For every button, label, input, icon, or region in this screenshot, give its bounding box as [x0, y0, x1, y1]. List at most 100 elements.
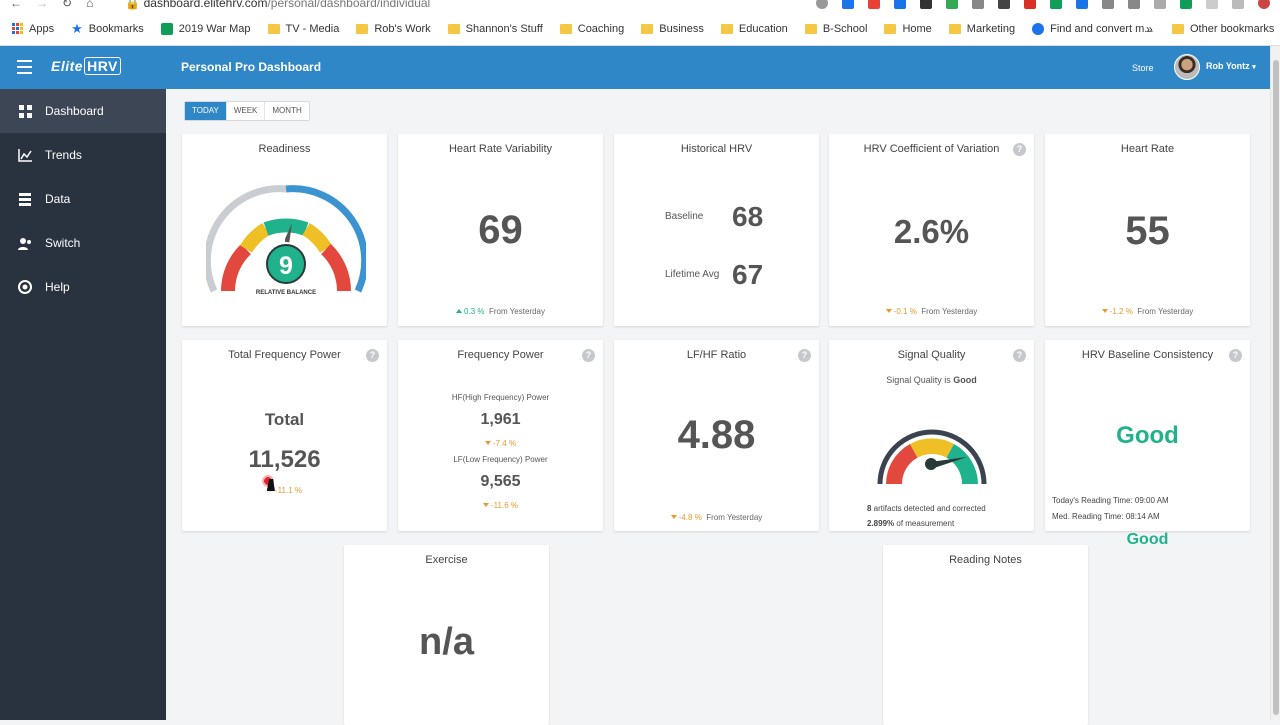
sidebar-item-label: Data — [45, 192, 71, 206]
trend-down-icon — [670, 515, 677, 519]
extension-icon[interactable] — [1206, 0, 1218, 9]
store-link[interactable]: Store — [1132, 63, 1154, 73]
baseline-consistency-card[interactable]: HRV Baseline Consistency ? Good Today's … — [1045, 340, 1250, 531]
help-icon[interactable]: ? — [1229, 349, 1242, 362]
other-bookmarks[interactable]: Other bookmarks — [1172, 23, 1274, 35]
extension-icon[interactable] — [1128, 0, 1140, 9]
bookmark-label: 2019 War Map — [178, 22, 251, 35]
help-icon[interactable]: ? — [1013, 143, 1026, 156]
page-scrollbar[interactable] — [1270, 46, 1280, 720]
forward-arrow-icon[interactable]: → — [36, 0, 48, 10]
sidebar-item-help[interactable]: Help — [0, 265, 166, 309]
bookmark-item[interactable]: Education — [720, 23, 788, 35]
sidebar-item-data[interactable]: Data — [0, 177, 166, 221]
card-title: Exercise — [425, 554, 468, 566]
reload-icon[interactable]: ↻ — [62, 0, 73, 10]
trend-up-icon — [456, 309, 463, 313]
user-avatar[interactable] — [1174, 54, 1200, 80]
signal-quality-card[interactable]: Signal Quality ? Signal Quality is Good … — [829, 340, 1034, 531]
card-title: Readiness — [258, 143, 311, 155]
frequency-power-card[interactable]: Frequency Power ? HF(High Frequency) Pow… — [398, 340, 603, 531]
help-icon[interactable]: ? — [798, 349, 811, 362]
hrv-card[interactable]: Heart Rate Variability 69 0.3 % From Yes… — [398, 134, 603, 326]
hrv-cov-card[interactable]: HRV Coefficient of Variation ? 2.6% -0.1… — [829, 134, 1034, 326]
readiness-card[interactable]: Readiness SYMPATHETIC PARASYMPATHETIC 9 … — [182, 134, 387, 326]
bookmark-star-icon[interactable] — [842, 0, 854, 9]
card-title: Signal Quality — [897, 349, 966, 361]
bookmark-label: Find and convert m... — [1050, 22, 1154, 35]
baseline-label: Baseline — [665, 211, 704, 222]
bookmark-item[interactable]: B-School — [804, 23, 867, 35]
heart-rate-card[interactable]: Heart Rate 55 -1.2 % From Yesterday — [1045, 134, 1250, 326]
change-pct: 0.3 % — [464, 307, 485, 316]
bookmark-item[interactable]: ★ Bookmarks — [71, 21, 144, 37]
bookmark-item[interactable]: Business — [641, 23, 704, 35]
sidebar-item-dashboard[interactable]: Dashboard — [0, 89, 166, 133]
zoom-icon[interactable] — [816, 0, 828, 9]
lf-hf-ratio-card[interactable]: LF/HF Ratio ? 4.88 -4.8 % From Yesterday — [614, 340, 819, 531]
bookmark-item[interactable]: Rob's Work — [356, 23, 431, 35]
extension-icon[interactable] — [1232, 0, 1244, 9]
readiness-gauge: SYMPATHETIC PARASYMPATHETIC 9 RELATIVE B… — [206, 185, 366, 296]
extension-icon[interactable] — [972, 0, 984, 9]
bookmark-item[interactable]: Marketing — [948, 23, 1015, 35]
bookmark-label: Business — [659, 22, 704, 35]
extension-icon[interactable] — [998, 0, 1010, 9]
user-menu[interactable]: Rob Yontz ▾ — [1206, 61, 1256, 71]
back-arrow-icon[interactable]: ← — [10, 0, 22, 10]
total-frequency-power-card[interactable]: Total Frequency Power ? Total 11,526 -11… — [182, 340, 387, 531]
reading-notes-card[interactable]: Reading Notes — [883, 545, 1088, 725]
sidebar-item-trends[interactable]: Trends — [0, 133, 166, 177]
lifetime-avg-value: 67 — [732, 259, 764, 290]
sidebar: Dashboard Trends Data Switch Help — [0, 89, 166, 720]
menu-hamburger-icon[interactable] — [17, 60, 32, 78]
extension-icon[interactable] — [1154, 0, 1166, 9]
lf-value: 9,565 — [480, 473, 521, 490]
help-lifebuoy-icon — [18, 280, 32, 294]
help-icon[interactable]: ? — [582, 349, 595, 362]
globe-icon — [1032, 22, 1045, 35]
range-week-button[interactable]: WEEK — [227, 102, 266, 120]
bookmark-item[interactable]: TV - Media — [267, 23, 339, 35]
home-icon[interactable]: ⌂ — [86, 0, 94, 10]
historical-hrv-card[interactable]: Historical HRV Baseline 68 Lifetime Avg … — [614, 134, 819, 326]
bookmark-item[interactable]: Apps — [12, 23, 54, 35]
trend-down-icon — [484, 441, 491, 445]
card-title: HRV Coefficient of Variation — [863, 143, 1000, 155]
trends-chart-icon — [18, 148, 32, 162]
hf-change: -7.4 % — [398, 439, 603, 448]
hf-value: 1,961 — [480, 411, 521, 428]
help-icon[interactable]: ? — [366, 349, 379, 362]
extension-icon[interactable] — [1102, 0, 1114, 9]
exercise-card[interactable]: Exercise n/a — [344, 545, 549, 725]
extension-icon[interactable] — [946, 0, 958, 9]
range-month-button[interactable]: MONTH — [272, 106, 302, 115]
extension-icon[interactable] — [1024, 0, 1036, 9]
extension-icon[interactable] — [894, 0, 906, 9]
lf-change: -11.6 % — [398, 501, 603, 510]
bookmark-item[interactable]: Coaching — [559, 23, 624, 35]
bookmark-item[interactable]: 2019 War Map — [160, 22, 251, 35]
extension-icon[interactable] — [920, 0, 932, 9]
signal-quality-gauge — [877, 429, 987, 488]
extension-icon[interactable] — [1180, 0, 1192, 9]
bookmark-item[interactable]: Shannon's Stuff — [447, 23, 543, 35]
elitehrv-logo[interactable]: Elite HRV — [51, 57, 121, 75]
change-pct: -0.1 % — [893, 307, 917, 316]
extension-icon[interactable] — [868, 0, 880, 9]
profile-avatar-icon[interactable] — [1258, 0, 1270, 9]
total-power-value: 11,526 — [248, 446, 321, 473]
sidebar-item-switch[interactable]: Switch — [0, 221, 166, 265]
help-icon[interactable]: ? — [1013, 349, 1026, 362]
url-host: dashboard.elitehrv.com — [143, 0, 268, 10]
change-label: From Yesterday — [1137, 307, 1194, 316]
range-today-button[interactable]: TODAY — [185, 102, 227, 120]
scrollbar-thumb[interactable] — [1273, 60, 1279, 715]
bookmark-item[interactable]: Home — [884, 23, 932, 35]
extension-icon[interactable] — [1076, 0, 1088, 9]
extension-icon[interactable] — [1050, 0, 1062, 9]
more-bookmarks-button[interactable]: » — [1146, 22, 1153, 36]
bookmark-item[interactable]: Find and convert m... — [1032, 22, 1154, 35]
range-selector: TODAY WEEK MONTH — [184, 101, 310, 121]
address-field[interactable]: 🔒 dashboard.elitehrv.com/personal/dashbo… — [125, 0, 430, 10]
